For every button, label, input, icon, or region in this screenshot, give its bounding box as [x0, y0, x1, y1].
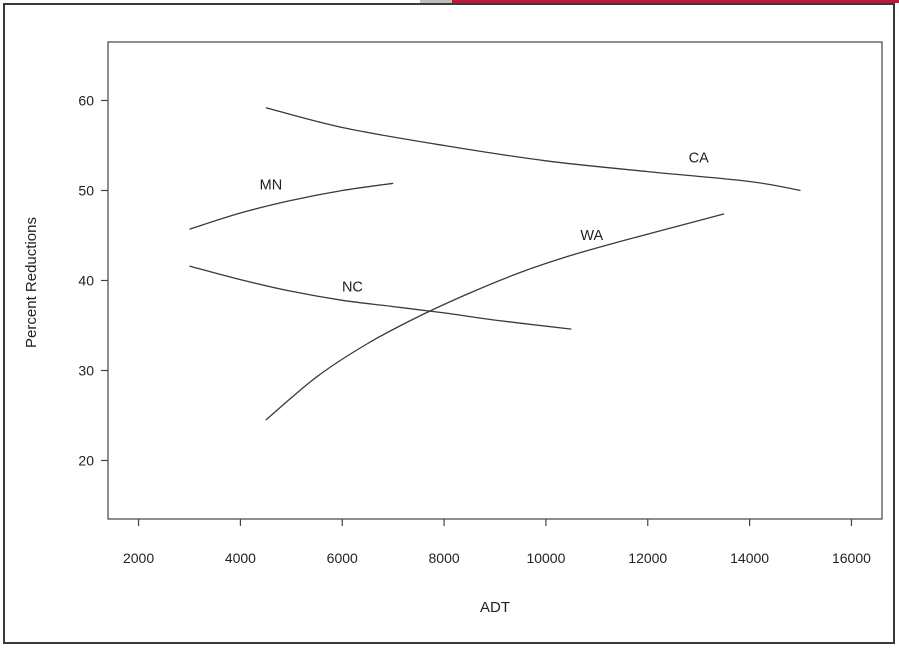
series-label-wa: WA	[580, 228, 603, 244]
chart-frame	[3, 3, 895, 644]
series-label-ca: CA	[689, 151, 709, 167]
series-line-ca	[265, 107, 801, 192]
y-tick-label: 30	[78, 363, 94, 379]
top-accent-grey	[420, 0, 452, 3]
x-tick-label: 14000	[730, 550, 769, 566]
x-tick-label: 10000	[526, 550, 565, 566]
series-line-wa	[265, 213, 725, 421]
y-tick-label: 20	[78, 453, 94, 469]
series-line-nc	[189, 265, 572, 330]
x-tick-label: 2000	[123, 550, 154, 566]
x-axis-title: ADT	[480, 599, 510, 616]
series-layer: CA MN NC WA	[189, 107, 801, 421]
y-tick-label: 50	[78, 183, 94, 199]
top-accent-red	[452, 0, 899, 3]
y-axis-title: Percent Reductions	[23, 217, 40, 348]
plot-area-box	[107, 41, 883, 520]
x-tick-label: 12000	[628, 550, 667, 566]
series-label-nc: NC	[342, 279, 363, 295]
x-tick-label: 16000	[832, 550, 871, 566]
series-label-mn: MN	[260, 178, 283, 194]
x-tick-label: 4000	[225, 550, 256, 566]
y-axis: 20 30 40 50 60	[78, 93, 108, 469]
x-axis: 2000 4000 6000 8000 10000 12000 14000 16000	[123, 519, 871, 566]
x-tick-label: 6000	[327, 550, 358, 566]
y-tick-label: 40	[78, 273, 94, 289]
series-line-mn	[189, 182, 394, 230]
y-tick-label: 60	[78, 93, 94, 109]
x-tick-label: 8000	[429, 550, 460, 566]
